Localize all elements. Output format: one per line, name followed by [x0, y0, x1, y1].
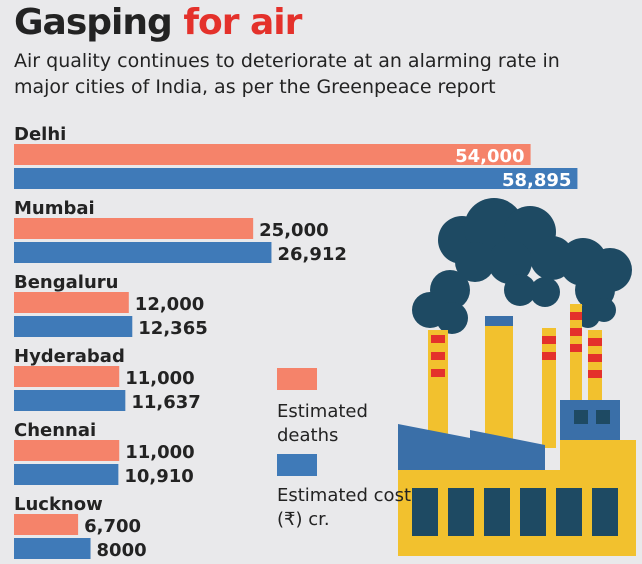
value-label-cost-lucknow: 8000	[97, 540, 147, 561]
city-label-mumbai: Mumbai	[14, 198, 95, 219]
value-label-deaths-hyderabad: 11,000	[125, 368, 194, 389]
smoke-cloud-icon	[412, 198, 632, 334]
legend-cost-line-1: Estimated cost	[277, 485, 411, 506]
value-label-deaths-lucknow: 6,700	[84, 516, 141, 537]
subtitle-line-1: Air quality continues to deteriorate at …	[14, 50, 560, 72]
value-label-cost-bengaluru: 12,365	[138, 318, 207, 339]
bar-deaths-hyderabad	[14, 366, 120, 387]
value-label-cost-delhi: 58,895	[502, 170, 571, 191]
legend-deaths-line-2: deaths	[277, 425, 339, 446]
bar-cost-lucknow	[14, 538, 91, 559]
legend-label-cost: Estimated cost (₹) cr.	[277, 484, 411, 532]
factory-building-icon	[398, 400, 636, 556]
value-label-deaths-chennai: 11,000	[125, 442, 194, 463]
title-main: Gasping	[14, 2, 184, 43]
value-label-deaths-delhi: 54,000	[455, 146, 524, 167]
factory-illustration	[398, 198, 636, 556]
value-label-cost-mumbai: 26,912	[277, 244, 346, 265]
legend-cost-line-2: (₹) cr.	[277, 509, 330, 530]
legend-label-deaths: Estimated deaths	[277, 400, 368, 448]
bar-deaths-delhi	[14, 144, 531, 165]
bar-deaths-mumbai	[14, 218, 254, 239]
bar-deaths-chennai	[14, 440, 120, 461]
page-title: Gasping for air	[14, 2, 302, 43]
city-label-lucknow: Lucknow	[14, 494, 103, 515]
value-label-deaths-mumbai: 25,000	[259, 220, 328, 241]
legend-deaths-line-1: Estimated	[277, 401, 368, 422]
bar-cost-mumbai	[14, 242, 272, 263]
bar-deaths-lucknow	[14, 514, 79, 535]
title-accent: for air	[183, 2, 302, 43]
bars-group: Delhi 54,000 58,895 Mumbai 25,000 26,912 Benga…	[14, 124, 578, 561]
bar-deaths-bengaluru	[14, 292, 129, 313]
city-label-delhi: Delhi	[14, 124, 66, 145]
legend-swatch-deaths	[277, 368, 317, 390]
value-label-cost-hyderabad: 11,637	[131, 392, 200, 413]
subtitle-line-2: major cities of India, as per the Greenp…	[14, 76, 496, 98]
city-label-hyderabad: Hyderabad	[14, 346, 125, 367]
legend-swatch-cost	[277, 454, 317, 476]
bar-cost-hyderabad	[14, 390, 126, 411]
value-label-deaths-bengaluru: 12,000	[135, 294, 204, 315]
value-label-cost-chennai: 10,910	[124, 466, 193, 487]
bar-cost-chennai	[14, 464, 119, 485]
bar-cost-delhi	[14, 168, 578, 189]
city-label-chennai: Chennai	[14, 420, 96, 441]
bar-cost-bengaluru	[14, 316, 133, 337]
city-label-bengaluru: Bengaluru	[14, 272, 118, 293]
